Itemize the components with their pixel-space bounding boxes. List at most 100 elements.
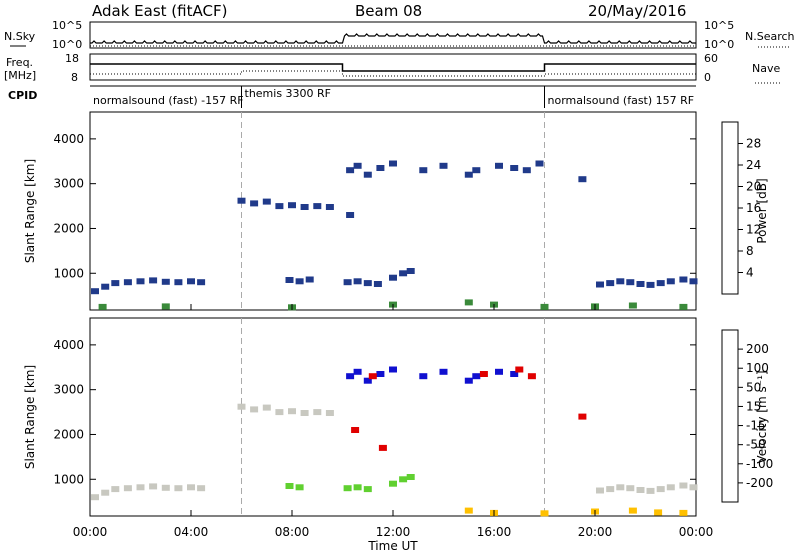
data-point (295, 484, 304, 491)
nave-tick-bottom: 0 (704, 71, 711, 84)
data-point (522, 167, 531, 174)
data-point (363, 486, 372, 493)
data-point (389, 274, 397, 281)
data-point (464, 299, 473, 306)
colorbar-tick-label: -15 (746, 419, 766, 433)
data-point (679, 276, 688, 283)
data-point (464, 377, 473, 384)
data-point (174, 485, 183, 492)
data-point (406, 268, 415, 274)
data-point (313, 203, 322, 210)
colorbar-tick-label: 100 (746, 361, 769, 375)
data-point (419, 373, 428, 380)
power-y-ticks: 1000 2000 3000 4000 (53, 132, 696, 280)
data-point (689, 484, 698, 491)
colorbar-tick-label: 12 (746, 223, 761, 237)
data-point (149, 483, 158, 490)
data-point (626, 279, 635, 286)
x-tick-label: 00:00 (73, 525, 108, 539)
data-point (123, 279, 132, 286)
data-point (626, 485, 635, 492)
noise-right-tick-bottom: 10^0 (704, 38, 734, 51)
freq-tick-top: 18 (65, 52, 79, 65)
x-tick-label: 16:00 (477, 525, 512, 539)
data-point (606, 280, 615, 287)
y-tick-label: 2000 (53, 427, 84, 441)
data-point (288, 408, 296, 415)
x-tick-label: 12:00 (376, 525, 411, 539)
data-point (389, 366, 397, 373)
data-point (325, 410, 334, 416)
data-point (237, 403, 246, 410)
data-point (285, 277, 294, 283)
power-x-ticks (89, 304, 697, 310)
data-point (472, 373, 481, 380)
power-colorbar-label: Power [dB] (755, 178, 769, 243)
data-point (346, 373, 355, 380)
data-point (353, 484, 362, 491)
data-point (363, 171, 372, 178)
beam-title: Beam 08 (355, 2, 422, 20)
data-point (656, 486, 665, 493)
data-point (527, 373, 536, 380)
power-y-axis-label: Slant Range [km] (23, 159, 37, 263)
data-point (596, 487, 604, 494)
velocity-gridlines (241, 318, 545, 516)
data-point (343, 279, 352, 286)
noise-left-tick-bottom: 10^0 (52, 38, 82, 51)
velocity-y-ticks: 1000 2000 3000 4000 (53, 338, 696, 486)
data-point (439, 162, 448, 169)
data-point (187, 484, 195, 491)
colorbar-tick-label: 15 (746, 399, 761, 413)
data-point (197, 279, 206, 286)
data-point (596, 281, 604, 288)
freq-trace (90, 63, 696, 77)
colorbar-tick-label: 8 (746, 244, 754, 258)
y-tick-label: 4000 (53, 338, 84, 352)
data-point (161, 303, 170, 310)
data-point (275, 203, 284, 210)
date-title: 20/May/2016 (588, 2, 686, 20)
data-point (275, 409, 284, 416)
colorbar-tick-label: 28 (746, 137, 761, 151)
data-point (628, 507, 637, 514)
data-point (399, 270, 408, 277)
data-point (464, 507, 473, 514)
x-tick-label: 20:00 (578, 525, 613, 539)
data-point (376, 371, 385, 377)
y-tick-label: 3000 (53, 177, 84, 191)
data-point (495, 162, 503, 169)
data-point (646, 487, 655, 494)
data-point (399, 476, 408, 483)
data-point (616, 278, 625, 285)
data-point (111, 486, 120, 493)
freq-tick-bottom: 8 (71, 71, 78, 84)
data-point (98, 303, 107, 310)
data-point (136, 278, 145, 285)
noise-panel-frame (89, 21, 697, 49)
data-point (161, 278, 170, 285)
data-point (187, 278, 195, 285)
data-point (197, 485, 206, 492)
data-point (628, 302, 637, 309)
data-point (373, 281, 382, 287)
data-point (353, 162, 362, 169)
data-point (666, 278, 675, 285)
data-point (406, 474, 415, 480)
y-tick-label: 2000 (53, 221, 84, 235)
data-point (689, 278, 698, 285)
data-point (91, 494, 99, 501)
colorbar-tick-label: 16 (746, 201, 761, 215)
data-point (472, 167, 481, 174)
data-point (419, 167, 428, 174)
data-point (495, 368, 503, 375)
colorbar-frame (721, 329, 739, 503)
data-point (91, 288, 99, 295)
data-point (305, 276, 314, 283)
data-point (300, 410, 309, 416)
noise-right-tick-top: 10^5 (704, 19, 734, 32)
noise-left-tick-top: 10^5 (52, 19, 82, 32)
colorbar-tick-label: 200 (746, 342, 769, 356)
